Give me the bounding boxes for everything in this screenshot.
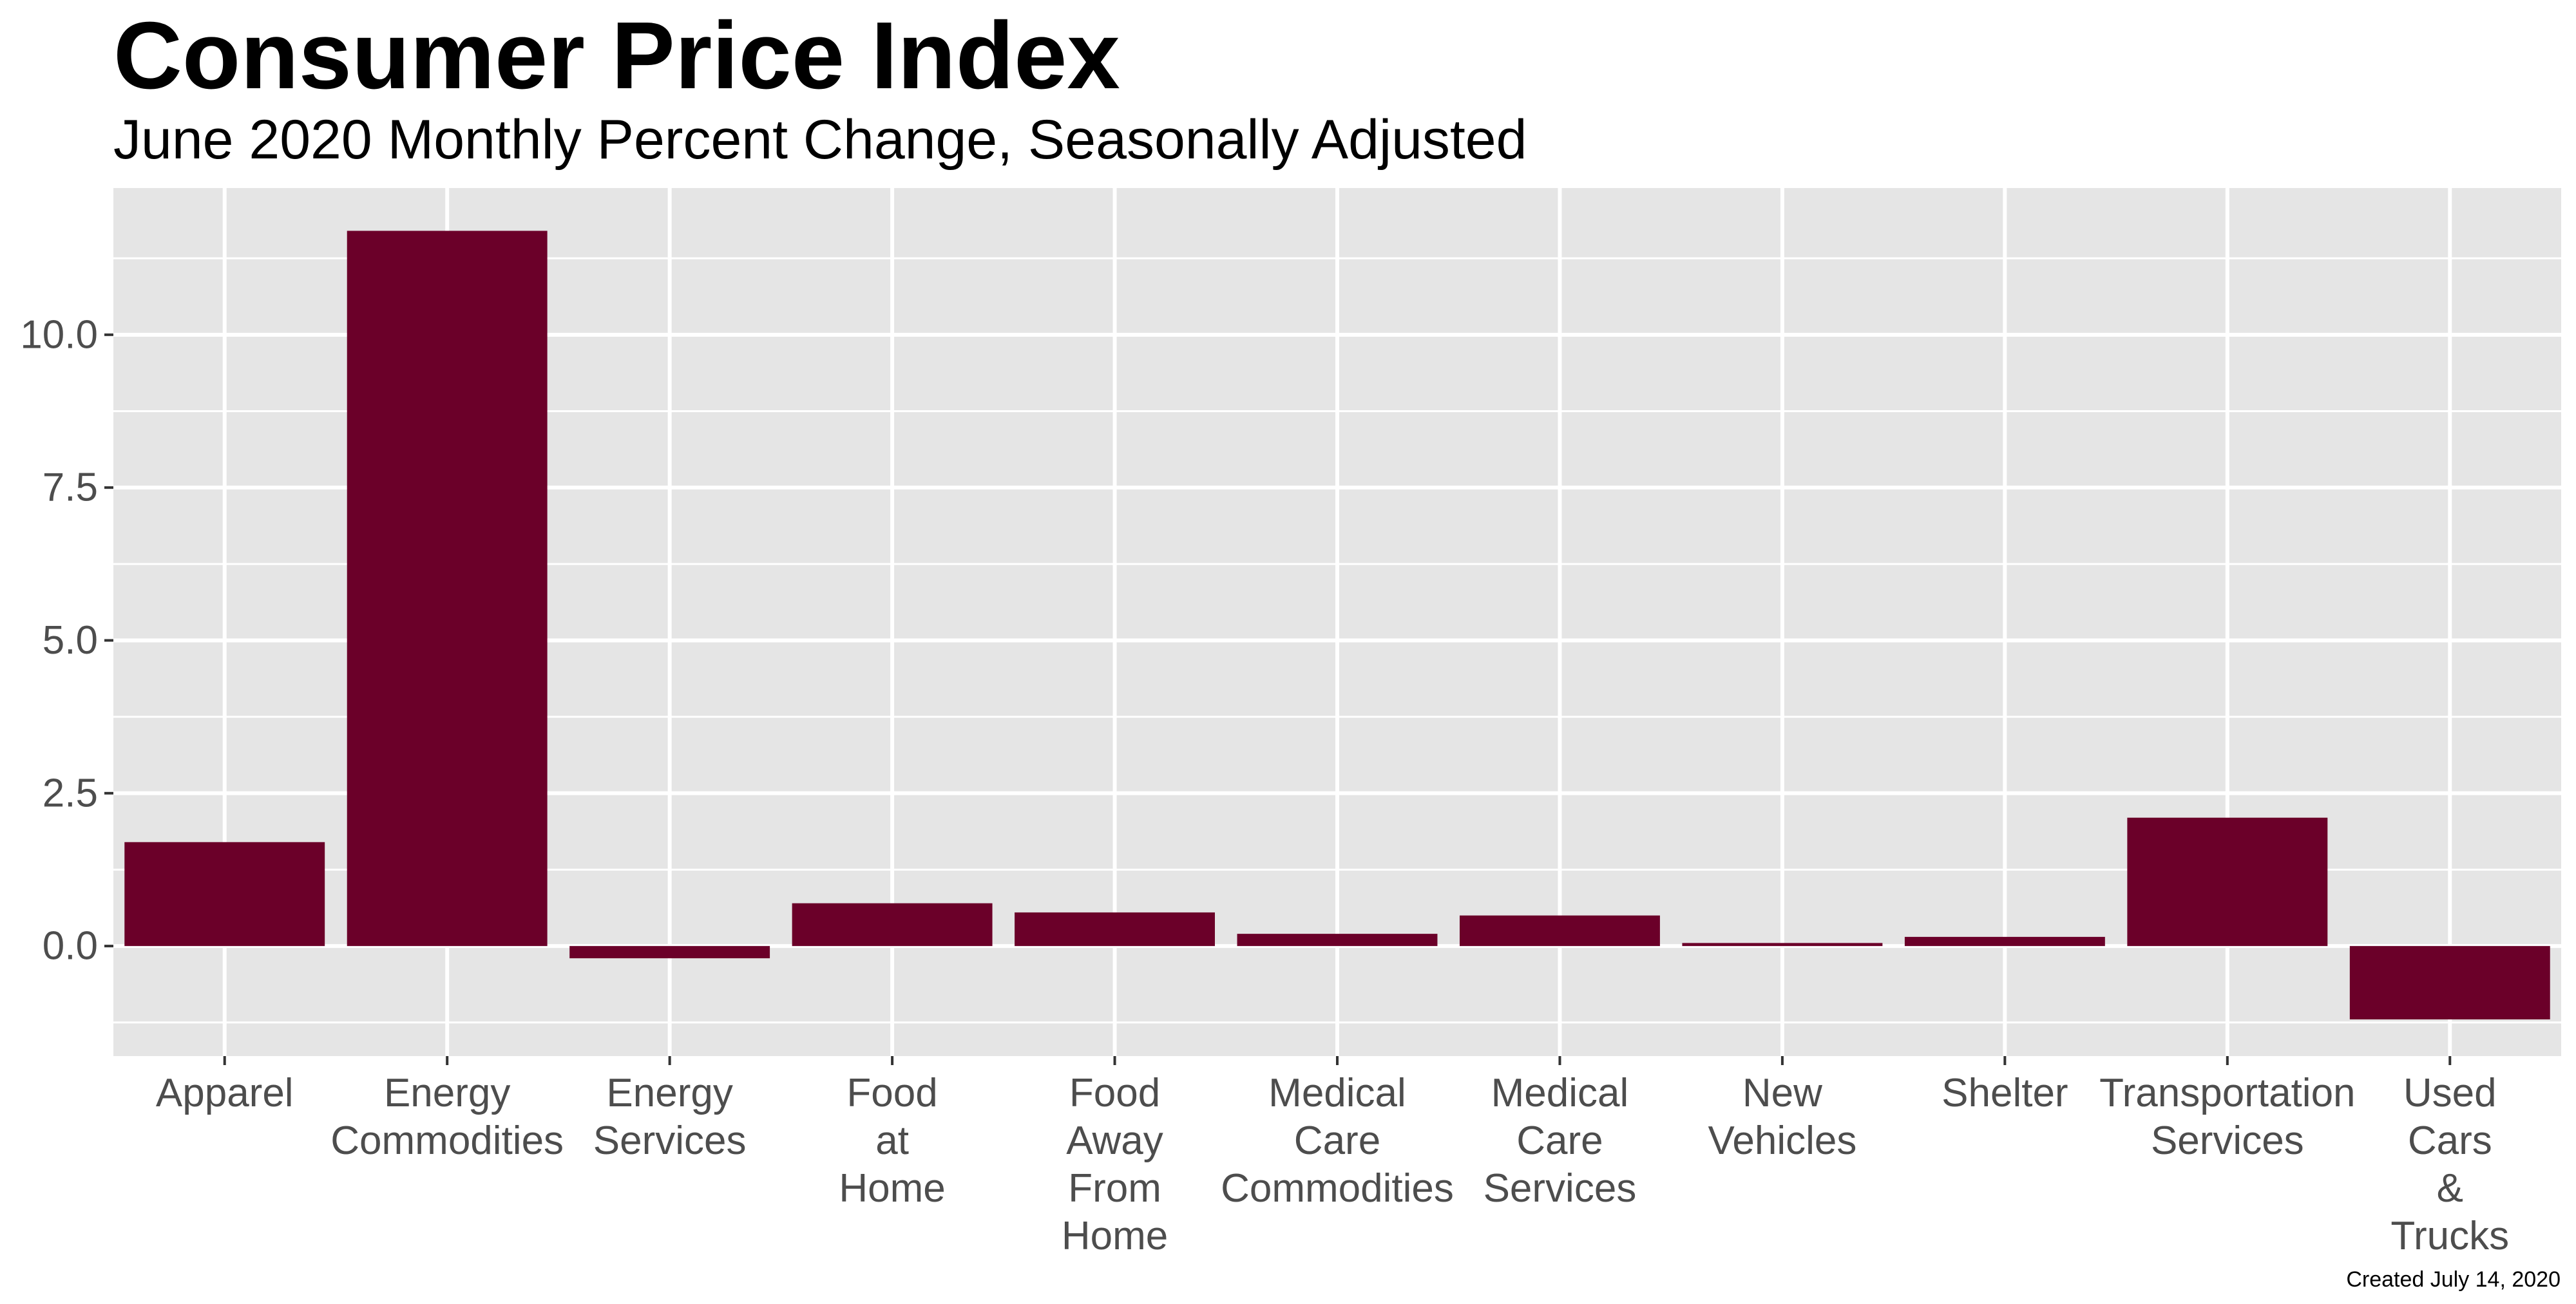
chart-subtitle: June 2020 Monthly Percent Change, Season… <box>113 109 1527 171</box>
y-axis: 0.0 2.5 5.0 7.5 10.0 <box>20 312 113 969</box>
y-tick-label: 7.5 <box>43 466 98 510</box>
x-axis: Apparel Energy Commodities Energy Services Fo… <box>156 1056 2509 1258</box>
bar <box>792 903 993 947</box>
y-tick-label: 5.0 <box>43 618 98 663</box>
x-tick-label: Medical Care Commodities <box>1221 1071 1454 1211</box>
chart-title: Consumer Price Index <box>113 3 1120 109</box>
x-tick-label: Food at Home <box>839 1071 945 1211</box>
bar <box>1015 912 1215 947</box>
y-tick-label: 2.5 <box>43 771 98 815</box>
y-tick-label: 0.0 <box>43 924 98 969</box>
x-tick-label: Used Cars & Trucks <box>2390 1071 2509 1258</box>
x-tick-label: Food Away From Home <box>1062 1071 1168 1258</box>
bar <box>1682 943 1883 947</box>
caption: Created July 14, 2020 <box>2346 1267 2561 1292</box>
x-tick-label: Apparel <box>156 1071 294 1115</box>
x-tick-label: Medical Care Services <box>1484 1071 1637 1211</box>
x-tick-label: Energy Commodities <box>330 1071 564 1163</box>
bar <box>347 231 548 947</box>
bar <box>2127 817 2328 947</box>
x-tick-label: Shelter <box>1942 1071 2068 1115</box>
x-tick-label: Energy Services <box>593 1071 747 1163</box>
bar <box>569 946 770 959</box>
y-tick-label: 10.0 <box>20 312 98 357</box>
x-tick-label: New Vehicles <box>1708 1071 1856 1163</box>
bar <box>2349 946 2550 1020</box>
x-tick-label: Transportation Services <box>2099 1071 2355 1163</box>
bar <box>1460 915 1660 947</box>
bar <box>124 842 325 947</box>
bars <box>124 231 2550 1020</box>
bar <box>1237 934 1438 947</box>
bar <box>1904 936 2105 947</box>
